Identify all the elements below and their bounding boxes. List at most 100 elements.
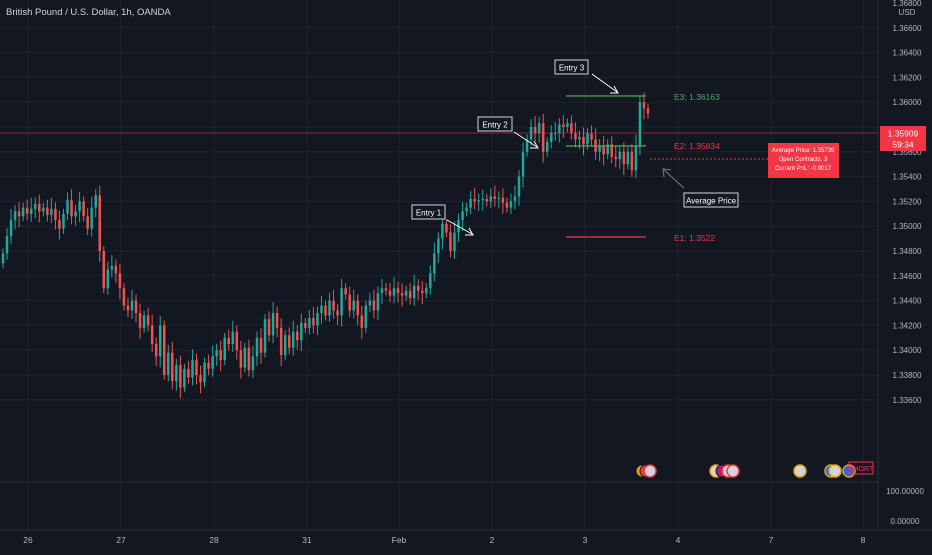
entry-2-callout[interactable]: Entry 2 (477, 116, 539, 149)
event-us-flag-icon[interactable] (643, 464, 657, 478)
candle-body (292, 331, 295, 348)
tooltip-background (768, 143, 839, 178)
price-tick-label: 1.36000 (893, 98, 922, 107)
event-us-flag-icon[interactable] (828, 464, 842, 478)
entry-2-arrow (513, 131, 538, 148)
candle-body (287, 335, 291, 348)
tooltip-open-contracts: Open Contracts: 3 (779, 157, 828, 163)
entry-1-arrow (446, 219, 473, 235)
candle-body (86, 216, 89, 229)
candle-body (340, 288, 343, 316)
candle-body (187, 368, 190, 378)
short-tag-box[interactable] (848, 461, 874, 475)
candle-body (46, 207, 49, 216)
candle-body (574, 133, 577, 140)
candle-body (126, 305, 130, 311)
price-tick-label: 1.34400 (893, 297, 922, 306)
candle-body (586, 133, 589, 145)
candle-body (614, 156, 617, 160)
average-price-callout[interactable]: Average Price (662, 168, 739, 208)
entry-1-callout[interactable]: Entry 1 (411, 204, 474, 236)
candle-body (5, 236, 9, 254)
candle-body (235, 331, 239, 351)
price-axis[interactable]: 1.36800 USD 1.36600 1.36400 1.36200 1.36000… (893, 0, 922, 405)
candle-body (122, 288, 126, 306)
time-tick-label: 28 (209, 535, 219, 545)
candle-body (255, 337, 259, 357)
candle-body (308, 317, 311, 328)
time-axis[interactable]: 26 27 28 31 Feb 2 3 4 7 8 (23, 535, 865, 545)
candle-body (171, 352, 174, 382)
candle-body (493, 196, 497, 199)
candle-body (429, 273, 432, 289)
candle-body (134, 300, 138, 313)
candle-body (138, 313, 142, 328)
event-uk-flag-icon[interactable] (793, 464, 807, 478)
candle-body (13, 211, 17, 220)
last-price-tag-background (880, 126, 926, 151)
candle-body (203, 362, 206, 383)
price-tick-label: 1.34800 (893, 247, 922, 256)
candle-body (348, 294, 351, 311)
candle-body (9, 220, 13, 237)
candle-body (279, 327, 283, 356)
candle-body (191, 360, 194, 378)
symbol-title: British Pound / U.S. Dollar, 1h, OANDA (6, 7, 171, 18)
candle-body (146, 315, 150, 326)
candle-body (412, 285, 416, 299)
entry-3-box (554, 59, 589, 75)
candle-body (114, 265, 118, 274)
candle-body (211, 356, 214, 369)
candle-body (469, 198, 472, 208)
price-tick-label: 1.36200 (893, 73, 922, 82)
candle-body (25, 207, 29, 214)
event-us-flag-icon[interactable] (726, 464, 740, 478)
event-markers[interactable]: SHORT (635, 461, 874, 478)
candle-body (175, 365, 178, 382)
candle-body (130, 300, 134, 311)
candle-body (332, 300, 335, 311)
price-tick-label: 1.35200 (893, 197, 922, 206)
price-tick-label: 1.34600 (893, 272, 922, 281)
entry-3-callout[interactable]: Entry 3 (554, 59, 619, 94)
candle-body (98, 195, 101, 251)
position-tooltip[interactable]: Average Price: 1.35739 Open Contracts: 3… (768, 143, 839, 178)
time-tick-label: 3 (583, 535, 588, 545)
candle-body (62, 213, 65, 229)
candle-body (461, 211, 464, 220)
time-tick-label: 7 (769, 535, 774, 545)
candle-body (106, 269, 110, 289)
candle-body (441, 223, 444, 239)
candle-body (17, 211, 21, 217)
candle-body (646, 108, 650, 114)
candle-body (453, 232, 456, 251)
candle-body (533, 127, 537, 134)
candle-body (598, 145, 601, 152)
price-tick-label: 1.33600 (893, 396, 922, 405)
candle-body (445, 223, 448, 233)
candle-body (558, 124, 561, 134)
time-tick-label: 2 (490, 535, 495, 545)
candle-body (296, 331, 299, 341)
candle-body (223, 337, 226, 361)
candle-body (239, 350, 243, 368)
time-tick-label: 26 (23, 535, 33, 545)
candle-body (259, 337, 263, 353)
candle-body (602, 145, 605, 155)
last-price-tag: 1.35909 59:34 (880, 126, 926, 151)
candle-body (183, 368, 186, 388)
price-tick-label: 1.36400 (893, 49, 922, 58)
time-tick-label: 4 (676, 535, 681, 545)
average-price-arrow (663, 169, 685, 189)
candle-body (320, 305, 323, 313)
candle-body (517, 176, 521, 197)
candle-body (388, 290, 392, 296)
candle-body (247, 347, 251, 371)
candle-body (102, 251, 106, 289)
entry-1-box (411, 204, 446, 220)
entry-2-label: Entry 2 (482, 121, 508, 130)
candle-body (94, 195, 97, 208)
